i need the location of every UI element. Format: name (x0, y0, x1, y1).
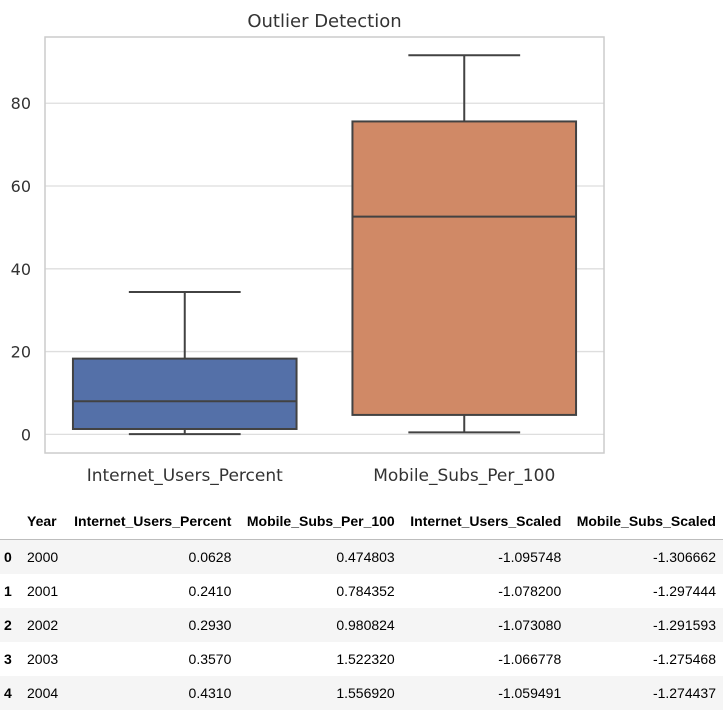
cell-internet-users-scaled: -1.095748 (498, 549, 562, 565)
cell-internet-users-scaled: -1.066778 (498, 651, 562, 667)
cell-mobile-subs-scaled: -1.274437 (652, 685, 716, 701)
x-tick-label: Internet_Users_Percent (87, 466, 283, 486)
cell-year: 2003 (27, 651, 59, 667)
dataframe-table: Year Internet_Users_Percent Mobile_Subs_… (0, 503, 723, 710)
y-tick-label: 60 (11, 177, 31, 196)
row-index: 4 (4, 685, 12, 701)
y-tick-label: 0 (21, 425, 31, 444)
row-index: 3 (4, 651, 12, 667)
header-internet-users-scaled: Internet_Users_Scaled (401, 503, 569, 540)
table-row: 3 2003 0.3570 1.522320 -1.066778 -1.2754… (0, 642, 723, 676)
cell-mobile-subs-per-100: 0.474803 (336, 549, 395, 565)
cell-mobile-subs-scaled: -1.275468 (652, 651, 716, 667)
cell-internet-users-percent: 0.4310 (188, 685, 232, 701)
chart-title: Outlier Detection (247, 11, 401, 32)
header-internet-users-percent: Internet_Users_Percent (65, 503, 239, 540)
x-tick-label: Mobile_Subs_Per_100 (373, 466, 555, 486)
cell-internet-users-scaled: -1.073080 (498, 617, 562, 633)
table-row: 2 2002 0.2930 0.980824 -1.073080 -1.2915… (0, 608, 723, 642)
chart-svg: 0 20 40 60 80 Internet_Users_Percent Mobile_Su… (11, 11, 605, 486)
cell-internet-users-percent: 0.0628 (188, 549, 232, 565)
table-row: 1 2001 0.2410 0.784352 -1.078200 -1.2974… (0, 574, 723, 608)
table-row: 0 2000 0.0628 0.474803 -1.095748 -1.3066… (0, 539, 723, 574)
y-tick-label: 20 (11, 343, 31, 362)
cell-year: 2004 (27, 685, 59, 701)
header-index (0, 503, 20, 540)
row-index: 2 (4, 617, 12, 633)
cell-mobile-subs-scaled: -1.306662 (652, 549, 716, 565)
table-header-row: Year Internet_Users_Percent Mobile_Subs_… (0, 503, 723, 540)
row-index: 0 (4, 549, 12, 565)
cell-internet-users-percent: 0.2410 (188, 583, 232, 599)
table-row: 4 2004 0.4310 1.556920 -1.059491 -1.2744… (0, 676, 723, 710)
cell-internet-users-scaled: -1.078200 (498, 583, 562, 599)
header-mobile-subs-per-100: Mobile_Subs_Per_100 (238, 503, 402, 540)
cell-internet-users-percent: 0.2930 (188, 617, 232, 633)
header-mobile-subs-scaled: Mobile_Subs_Scaled (568, 503, 723, 540)
y-tick-label: 40 (11, 260, 31, 279)
cell-mobile-subs-per-100: 1.556920 (336, 685, 395, 701)
cell-mobile-subs-per-100: 0.980824 (336, 617, 395, 633)
cell-internet-users-percent: 0.3570 (188, 651, 232, 667)
cell-year: 2000 (27, 549, 59, 565)
cell-mobile-subs-per-100: 1.522320 (336, 651, 395, 667)
cell-year: 2001 (27, 583, 59, 599)
cell-year: 2002 (27, 617, 59, 633)
header-year: Year (20, 503, 66, 540)
box-plot-chart: 0 20 40 60 80 Internet_Users_Percent Mobile_Su… (11, 11, 605, 486)
box-0 (71, 357, 298, 430)
plot-border (44, 36, 605, 454)
cell-mobile-subs-scaled: -1.297444 (652, 583, 716, 599)
cell-mobile-subs-per-100: 0.784352 (336, 583, 395, 599)
cell-mobile-subs-scaled: -1.291593 (652, 617, 716, 633)
box-1 (351, 120, 578, 416)
y-tick-label: 80 (11, 94, 31, 113)
row-index: 1 (4, 583, 12, 599)
cell-internet-users-scaled: -1.059491 (498, 685, 562, 701)
